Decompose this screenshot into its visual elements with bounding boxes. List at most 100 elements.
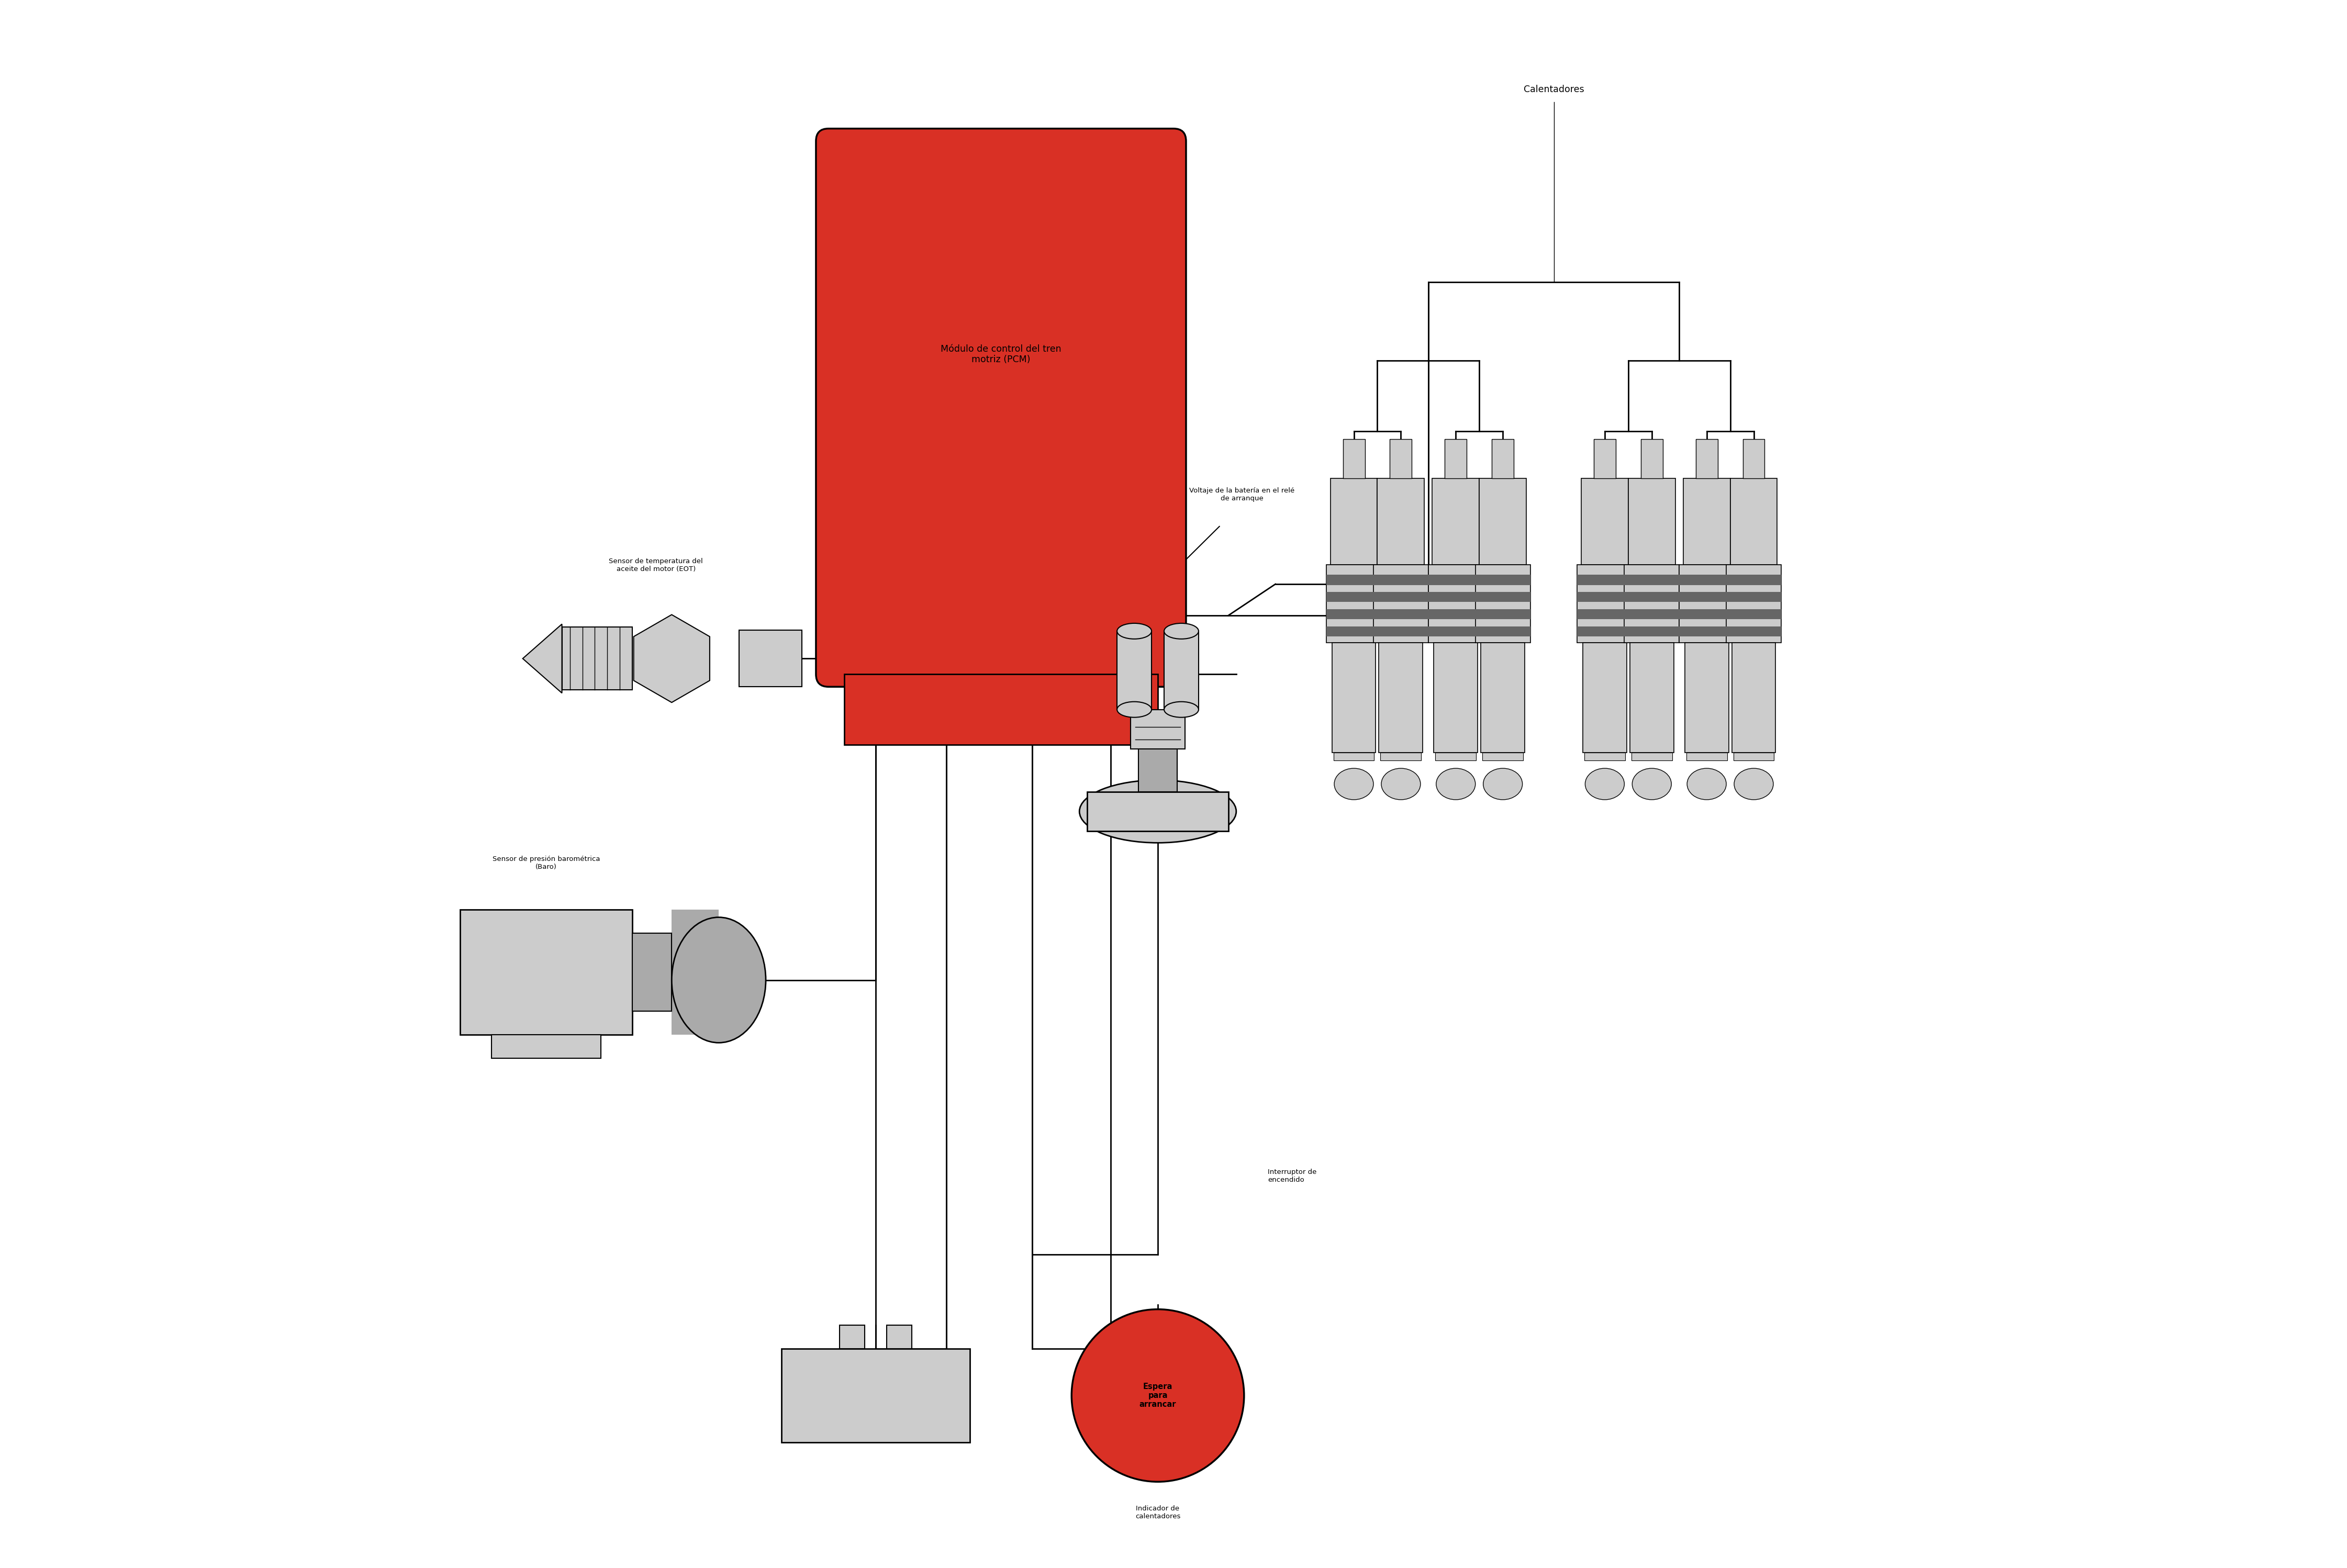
Bar	[1678, 627, 1734, 637]
Circle shape	[1073, 1309, 1244, 1482]
Text: Calentadores: Calentadores	[1523, 85, 1584, 94]
Bar	[1584, 753, 1624, 760]
Bar	[1727, 593, 1781, 602]
Bar	[1629, 643, 1673, 753]
Bar	[1131, 709, 1185, 750]
Ellipse shape	[1631, 768, 1671, 800]
Bar	[1577, 608, 1631, 619]
Bar	[1734, 753, 1774, 760]
Bar	[1641, 439, 1662, 478]
Bar	[1479, 478, 1526, 564]
Bar	[782, 1348, 969, 1443]
Bar	[1732, 643, 1777, 753]
Text: Módulo de control del tren
motriz (PCM): Módulo de control del tren motriz (PCM)	[941, 345, 1061, 364]
Bar	[1432, 478, 1479, 564]
Bar	[1429, 575, 1483, 585]
Bar	[1631, 753, 1671, 760]
Bar	[1476, 627, 1530, 637]
Ellipse shape	[1687, 768, 1727, 800]
Ellipse shape	[1333, 768, 1373, 800]
Ellipse shape	[1080, 781, 1237, 844]
Bar	[1380, 643, 1422, 753]
Bar	[1483, 753, 1523, 760]
FancyBboxPatch shape	[817, 129, 1185, 687]
Bar	[1577, 627, 1631, 637]
Bar	[1594, 439, 1615, 478]
Bar	[1373, 627, 1429, 637]
Bar	[1727, 564, 1781, 643]
Bar	[1373, 593, 1429, 602]
Bar	[1624, 627, 1678, 637]
Ellipse shape	[1382, 768, 1420, 800]
Bar	[1326, 608, 1382, 619]
Text: Sensor de presión barométrica
(Baro): Sensor de presión barométrica (Baro)	[493, 856, 601, 870]
Ellipse shape	[1483, 768, 1523, 800]
Bar	[1493, 439, 1514, 478]
Text: Voltaje de la
batería: Voltaje de la batería	[854, 1388, 897, 1403]
Bar	[1624, 575, 1678, 585]
Bar	[1429, 593, 1483, 602]
Bar	[1577, 564, 1631, 643]
Ellipse shape	[1164, 622, 1199, 640]
Bar	[1730, 478, 1777, 564]
Bar	[1326, 575, 1382, 585]
Bar	[1727, 608, 1781, 619]
Ellipse shape	[1117, 622, 1152, 640]
Bar	[1331, 643, 1375, 753]
Bar	[491, 1035, 601, 1058]
Bar	[1695, 439, 1718, 478]
Ellipse shape	[671, 917, 765, 1043]
Text: Relé de
calentadores: Relé de calentadores	[953, 729, 1000, 745]
Bar	[1331, 478, 1378, 564]
Bar	[845, 674, 1157, 745]
Bar	[1476, 593, 1530, 602]
Bar	[1678, 593, 1734, 602]
Bar	[1481, 643, 1526, 753]
Bar	[1678, 575, 1734, 585]
Ellipse shape	[1436, 768, 1476, 800]
Bar	[1373, 575, 1429, 585]
Text: Espera
para
arrancar: Espera para arrancar	[1138, 1383, 1176, 1408]
Bar	[1683, 478, 1730, 564]
Bar	[1429, 608, 1483, 619]
Bar	[1342, 439, 1366, 478]
Bar	[1678, 564, 1734, 643]
Bar	[1429, 564, 1483, 643]
Text: Voltaje de la batería en el relé
de arranque: Voltaje de la batería en el relé de arra…	[1190, 488, 1296, 502]
Bar	[561, 627, 631, 690]
Ellipse shape	[1164, 702, 1199, 718]
Bar	[1373, 564, 1429, 643]
Bar	[1727, 627, 1781, 637]
Bar	[1629, 478, 1676, 564]
Bar	[1326, 564, 1382, 643]
Bar	[1380, 753, 1422, 760]
Text: Indicador de
calentadores: Indicador de calentadores	[1136, 1505, 1181, 1519]
Bar	[1727, 575, 1781, 585]
Bar	[1087, 792, 1227, 831]
Bar	[1582, 643, 1626, 753]
Bar	[460, 909, 631, 1035]
Bar	[1326, 593, 1382, 602]
Polygon shape	[634, 615, 709, 702]
Bar	[1446, 439, 1467, 478]
Bar	[1582, 478, 1629, 564]
Bar	[1434, 643, 1479, 753]
Bar	[1685, 753, 1727, 760]
Bar	[1326, 627, 1382, 637]
Bar	[1624, 564, 1678, 643]
Bar	[1476, 575, 1530, 585]
Bar	[631, 933, 671, 1011]
Bar	[1436, 753, 1476, 760]
Text: Interruptor de
encendido: Interruptor de encendido	[1267, 1168, 1317, 1184]
Bar	[1744, 439, 1765, 478]
Bar	[1476, 564, 1530, 643]
Bar	[1577, 593, 1631, 602]
Bar	[739, 630, 803, 687]
Bar	[1333, 753, 1375, 760]
Bar	[1624, 608, 1678, 619]
Bar	[1685, 643, 1730, 753]
Bar	[840, 1325, 864, 1348]
Bar	[1678, 608, 1734, 619]
Bar	[1164, 632, 1199, 709]
Bar	[1138, 729, 1178, 792]
